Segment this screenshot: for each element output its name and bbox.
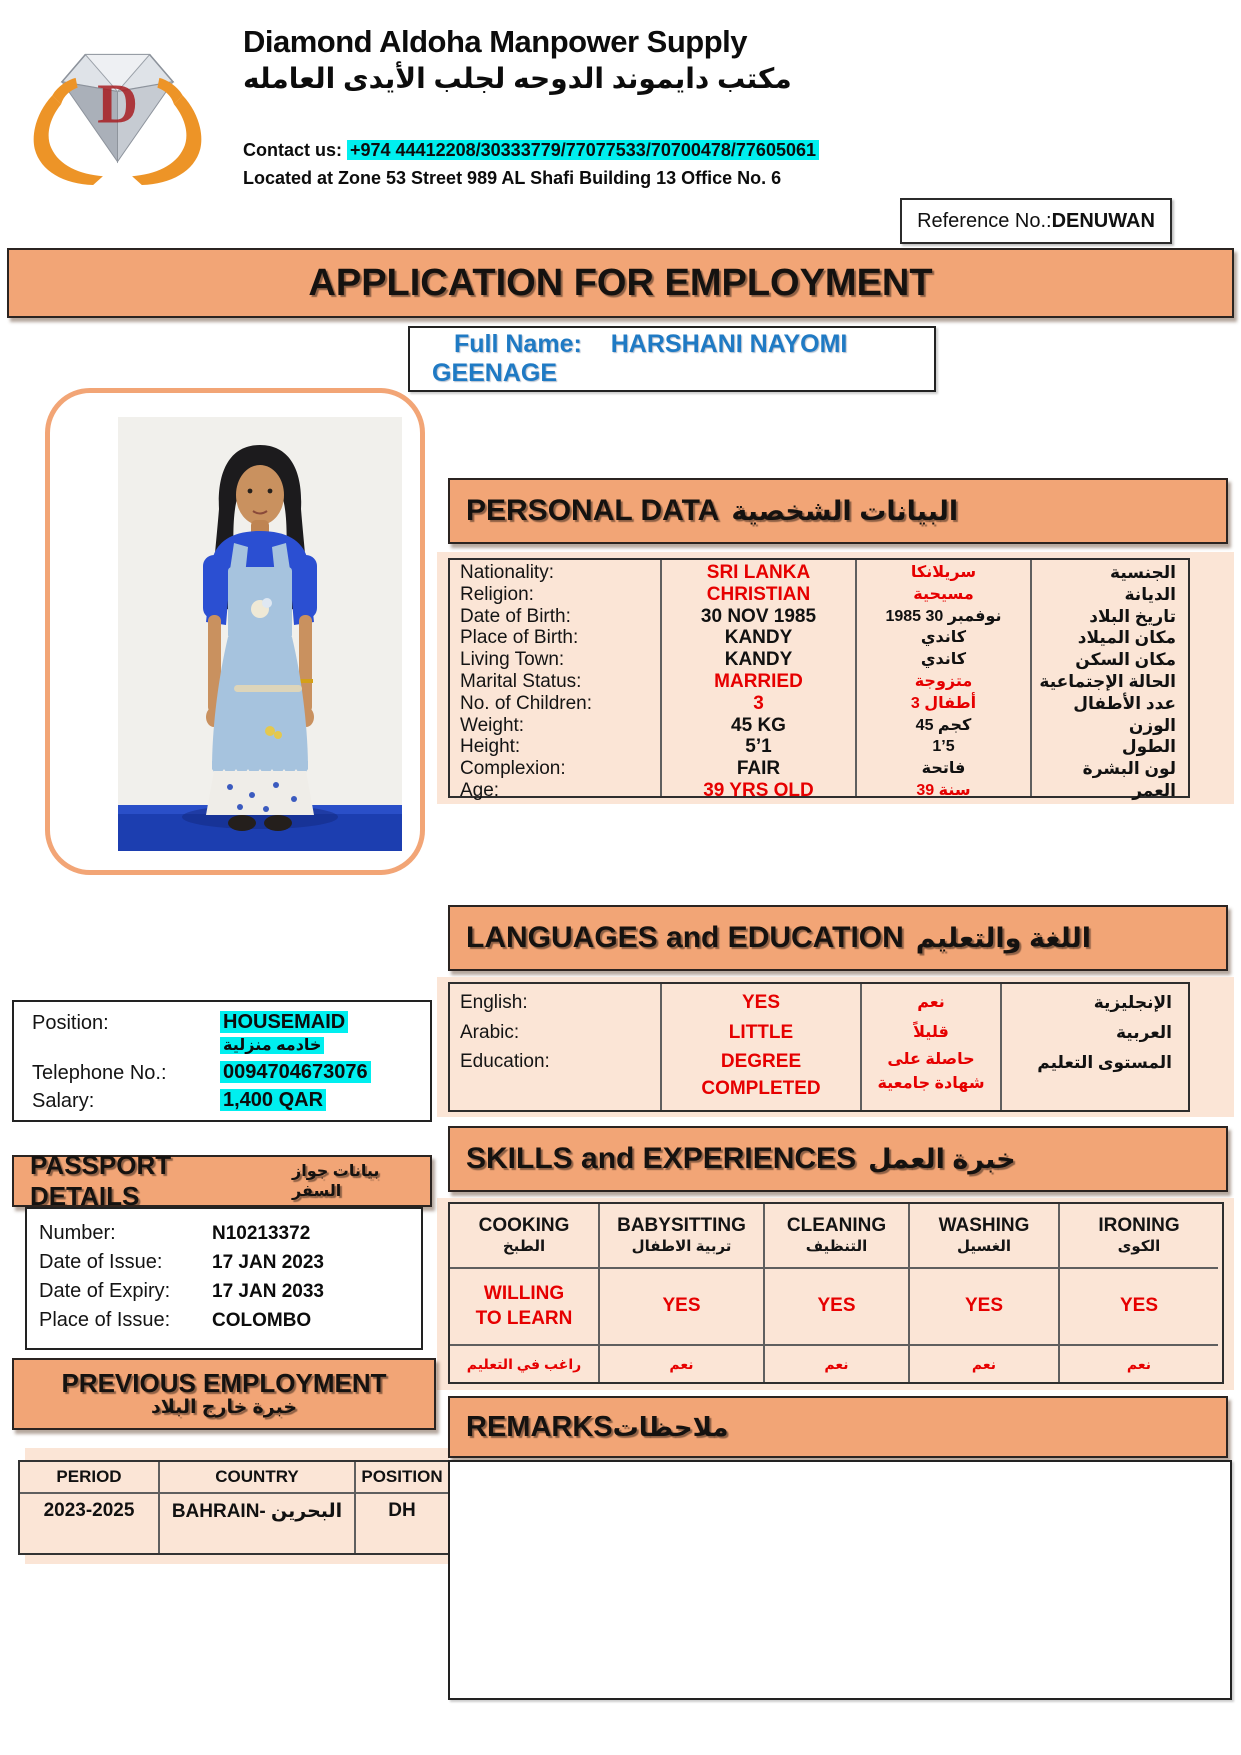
skill-column-cleaning: CLEANING التنظيف YES نعم: [765, 1204, 910, 1382]
personal-data-labels-en: Nationality: Religion: Date of Birth: Pl…: [450, 560, 662, 801]
skills-table: COOKING الطبخ WILLING TO LEARN راغب في ا…: [448, 1202, 1224, 1384]
full-name-box: Full Name: HARSHANI NAYOMI GEENAGE: [408, 326, 936, 392]
passport-title-arabic: بيانات جواز السفر: [292, 1163, 380, 1200]
languages-labels-en: English: Arabic: Education:: [450, 984, 662, 1110]
candidate-photo: [118, 417, 402, 851]
previous-employment-table: PERIOD COUNTRY POSITION 2023-2025 BAHRAI…: [18, 1460, 450, 1555]
languages-education-title-arabic: اللغة والتعليم: [915, 922, 1091, 953]
salary-label: Salary:: [32, 1090, 95, 1112]
personal-data-values-en: SRI LANKA CHRISTIAN 30 NOV 1985 KANDY KA…: [662, 560, 857, 801]
company-name: Diamond Aldoha Manpower Supply: [243, 24, 747, 59]
reference-label: Reference No.:: [917, 209, 1052, 232]
previous-employment-data-row: 2023-2025 BAHRAIN- البحرين DH: [20, 1494, 448, 1553]
full-name-label: Full Name:: [454, 330, 589, 358]
position-value-arabic: خادمه منزلية: [220, 1035, 325, 1055]
telephone-value: 0094704673076: [220, 1061, 371, 1084]
salary-value: 1,400 QAR: [220, 1089, 327, 1112]
languages-education-title: LANGUAGES and EDUCATION: [466, 921, 904, 954]
remarks-title: REMARKS: [466, 1410, 613, 1443]
page-title: APPLICATION FOR EMPLOYMENT: [308, 261, 933, 304]
personal-data-title-arabic: البيانات الشخصية: [731, 495, 959, 526]
previous-employment-header-row: PERIOD COUNTRY POSITION: [20, 1462, 448, 1494]
title-banner: APPLICATION FOR EMPLOYMENT: [7, 248, 1234, 318]
contact-numbers: +974 44412208/30333779/77077533/70700478…: [347, 140, 819, 160]
previous-employment-title-arabic: خبرة خارج البلاد: [150, 1396, 298, 1418]
passport-box: Number: Date of Issue: Date of Expiry: P…: [25, 1207, 423, 1350]
skill-column-washing: WASHING الغسيل YES نعم: [910, 1204, 1060, 1382]
reference-value: DENUWAN: [1051, 209, 1155, 232]
remarks-header: REMARKS ملاحظات: [448, 1396, 1228, 1458]
full-name-text: Full Name: HARSHANI NAYOMI GEENAGE: [410, 330, 934, 388]
skill-column-ironing: IRONING الكوى YES نعم: [1060, 1204, 1218, 1382]
passport-labels: Number: Date of Issue: Date of Expiry: P…: [39, 1222, 171, 1331]
position-value: HOUSEMAID: [220, 1011, 349, 1034]
personal-data-table: Nationality: Religion: Date of Birth: Pl…: [448, 558, 1190, 801]
previous-employment-header: PREVIOUS EMPLOYMENT خبرة خارج البلاد: [12, 1358, 436, 1430]
personal-data-values-ar: سريلانكا مسيحية نوفمبر 30 1985 كاندي كان…: [857, 560, 1032, 799]
passport-header: PASSPORT DETAILS بيانات جواز السفر: [12, 1150, 432, 1211]
skills-header: SKILLS and EXPERIENCES خبرة العمل: [448, 1126, 1228, 1192]
company-name-arabic: مكتب دايموند الدوحه لجلب الأيدى العامله: [243, 63, 792, 94]
previous-employment-title: PREVIOUS EMPLOYMENT: [61, 1368, 387, 1399]
reference-number-box: Reference No.: DENUWAN: [900, 198, 1172, 244]
remarks-box: [448, 1460, 1232, 1700]
svg-text:D: D: [97, 74, 138, 136]
languages-labels-ar: الإنجليزية العربية المستوى التعليم: [1037, 993, 1172, 1072]
telephone-label: Telephone No.:: [32, 1062, 167, 1084]
skill-column-cooking: COOKING الطبخ WILLING TO LEARN راغب في ا…: [450, 1204, 600, 1382]
languages-values-ar: نعم قليلاً حاصلة على شهادة جامعية: [862, 984, 1002, 1110]
contact-label: Contact us:: [243, 140, 348, 160]
remarks-title-arabic: ملاحظات: [612, 1411, 729, 1442]
languages-values-en: YES LITTLE DEGREE COMPLETED: [662, 984, 862, 1110]
skills-title-arabic: خبرة العمل: [868, 1143, 1016, 1174]
position-label: Position:: [32, 1012, 109, 1034]
personal-data-header: PERSONAL DATA البيانات الشخصية: [448, 478, 1228, 544]
photo-frame: [45, 388, 425, 875]
position-box: Position: HOUSEMAID خادمه منزلية Telepho…: [12, 1000, 432, 1122]
languages-education-header: LANGUAGES and EDUCATION اللغة والتعليم: [448, 905, 1228, 971]
full-name-value: HARSHANI NAYOMI GEENAGE: [432, 330, 848, 387]
personal-data-labels-ar: الجنسية الديانة تاريخ البلاد مكان الميلا…: [1039, 563, 1176, 800]
passport-title: PASSPORT DETAILS: [30, 1150, 172, 1211]
passport-values: N10213372 17 JAN 2023 17 JAN 2033 COLOMB…: [212, 1223, 324, 1331]
personal-data-title: PERSONAL DATA: [466, 494, 720, 527]
address-line: Located at Zone 53 Street 989 AL Shafi B…: [243, 168, 782, 188]
skill-column-babysitting: BABYSITTING تربية الاطفال YES نعم: [600, 1204, 765, 1382]
languages-table: English: Arabic: Education: YES LITTLE D…: [448, 982, 1190, 1112]
diamond-in-hands-logo: D: [25, 35, 210, 190]
skills-title: SKILLS and EXPERIENCES: [466, 1142, 857, 1175]
contact-line: Contact us: +974 44412208/30333779/77077…: [243, 140, 819, 161]
